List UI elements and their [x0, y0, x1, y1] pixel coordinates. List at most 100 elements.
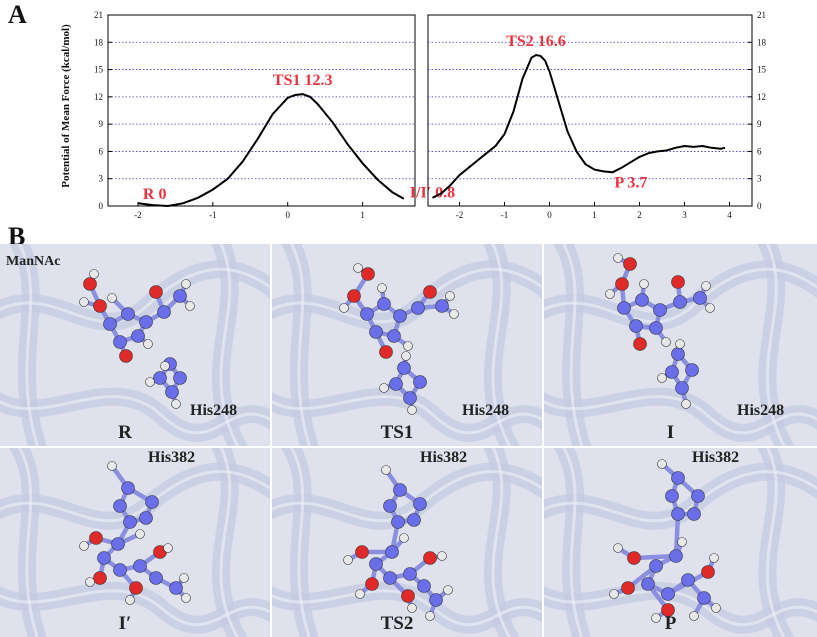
state-label: TS2: [380, 613, 414, 634]
ribbon-highlight: [0, 395, 270, 435]
oxygen-atom: [93, 299, 107, 313]
hydrogen-atom: [639, 279, 649, 289]
hydrogen-atom: [657, 373, 667, 383]
x-tick-label: 1: [360, 210, 365, 220]
carbon-atom: [665, 365, 679, 379]
carbon-atom: [389, 377, 403, 391]
x-tick-label: 3: [682, 210, 687, 220]
hydrogen-atom: [449, 309, 459, 319]
oxygen-atom: [661, 603, 675, 617]
carbon-atom: [133, 559, 147, 573]
ribbon-highlight: [0, 267, 270, 324]
residue-label: His382: [692, 449, 740, 466]
oxygen-atom: [83, 277, 97, 291]
hydrogen-atom: [651, 613, 661, 623]
y-tick-label: 18: [94, 37, 104, 47]
hydrogen-atom: [185, 301, 195, 311]
carbon-atom: [403, 567, 417, 581]
ribbon-highlight: [544, 589, 817, 627]
carbon-atom: [673, 295, 687, 309]
bond: [673, 511, 681, 559]
carbon-atom: [385, 545, 399, 559]
carbon-atom: [139, 511, 153, 525]
hydrogen-atom: [401, 351, 411, 361]
y-tick-label: 18: [757, 37, 767, 47]
x-tick-label: -2: [456, 210, 464, 220]
hydrogen-atom: [353, 263, 363, 273]
ribbon-highlight: [544, 267, 817, 324]
oxygen-atom: [615, 277, 629, 291]
carbon-atom: [121, 307, 135, 321]
carbon-atom: [413, 375, 427, 389]
carbon-atom: [145, 495, 159, 509]
oxygen-atom: [93, 571, 107, 585]
state-annotation: TS2 16.6: [506, 33, 566, 50]
ribbon-highlight: [219, 244, 240, 446]
structure-panel-5: His382 TS2: [272, 448, 542, 637]
structure-panel-4: His382 I′: [0, 448, 270, 637]
structure-panel-2: His248 TS1: [272, 244, 542, 446]
structure-panel-6: His382 P: [544, 448, 817, 637]
molecule-render: [0, 244, 270, 446]
hydrogen-atom: [171, 399, 181, 409]
residue-label: His382: [420, 449, 468, 466]
carbon-atom: [103, 317, 117, 331]
plot-frame: [427, 14, 753, 207]
bond: [631, 553, 679, 561]
state-annotation: R 0: [143, 186, 167, 203]
hydrogen-atom: [677, 537, 687, 547]
carbon-atom: [173, 371, 187, 385]
molecule-render: [544, 244, 817, 446]
carbon-atom: [413, 497, 427, 511]
ribbon-highlight: [491, 448, 512, 637]
hydrogen-atom: [355, 589, 365, 599]
carbon-atom: [671, 471, 685, 485]
y-tick-label: 3: [99, 174, 104, 184]
state-annotation: P 3.7: [615, 174, 648, 191]
hydrogen-atom: [609, 589, 619, 599]
oxygen-atom: [627, 551, 641, 565]
hydrogen-atom: [381, 465, 391, 475]
ribbon-highlight: [765, 244, 787, 446]
carbon-atom: [149, 571, 163, 585]
hydrogen-atom: [339, 303, 349, 313]
residue-label: His382: [148, 449, 196, 466]
hydrogen-atom: [107, 461, 117, 471]
x-tick-label: 0: [547, 210, 552, 220]
residue-label: His248: [462, 402, 510, 419]
hydrogen-atom: [343, 555, 353, 565]
hydrogen-atom: [709, 553, 719, 563]
oxygen-atom: [623, 257, 637, 271]
ribbon-highlight: [272, 395, 542, 435]
y-tick-label: 21: [94, 10, 103, 20]
hydrogen-atom: [107, 293, 117, 303]
y-tick-label: 0: [757, 201, 762, 211]
hydrogen-atom: [145, 377, 155, 387]
ribbon-highlight: [0, 589, 270, 627]
carbon-atom: [649, 559, 663, 573]
x-tick-label: -1: [209, 210, 217, 220]
carbon-atom: [617, 301, 631, 315]
structure-panel-3: His248 I: [544, 244, 817, 446]
hydrogen-atom: [661, 337, 671, 347]
carbon-atom: [113, 563, 127, 577]
residue-label: His248: [190, 402, 238, 419]
carbon-atom: [697, 591, 711, 605]
hydrogen-atom: [701, 281, 711, 291]
hydrogen-atom: [163, 543, 173, 553]
carbon-atom: [383, 571, 397, 585]
molecule-render: [544, 448, 817, 637]
hydrogen-atom: [605, 289, 615, 299]
oxygen-atom: [347, 289, 361, 303]
carbon-atom: [131, 329, 145, 343]
ribbon-highlight: [491, 244, 512, 446]
carbon-atom: [691, 489, 705, 503]
hydrogen-atom: [407, 405, 417, 415]
carbon-atom: [403, 391, 417, 405]
carbon-atom: [635, 293, 649, 307]
carbon-atom: [649, 321, 663, 335]
oxygen-atom: [365, 577, 379, 591]
carbon-atom: [165, 385, 179, 399]
ribbon-highlight: [17, 448, 39, 637]
hydrogen-atom: [79, 297, 89, 307]
